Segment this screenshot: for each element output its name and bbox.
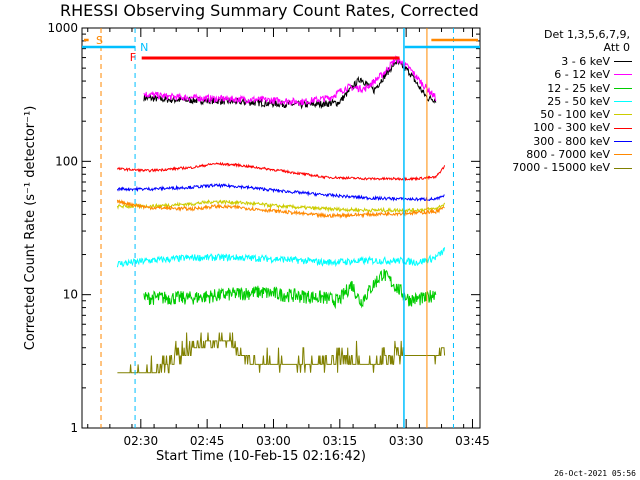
legend-header-line-1: Det 1,3,5,6,7,9, <box>543 28 630 41</box>
y-axis-label: Corrected Count Rate (s⁻¹ detector⁻¹) <box>23 106 38 351</box>
x-axis-label: Start Time (10-Feb-15 02:16:42) <box>156 449 366 464</box>
legend-label: 6 - 12 keV <box>554 68 610 82</box>
legend-header: Det 1,3,5,6,7,9, Att 0 <box>544 28 630 54</box>
legend-swatch <box>614 114 632 116</box>
series-line-5 <box>116 161 446 182</box>
legend-item: 300 - 800 keV <box>512 135 632 148</box>
legend-header-line-2: Att 0 <box>603 41 630 54</box>
x-tick-label: 03:30 <box>389 434 424 448</box>
series-line-4 <box>116 199 446 214</box>
legend-label: 25 - 50 keV <box>547 94 610 108</box>
legend-swatch <box>614 167 632 169</box>
series-line-0 <box>143 58 437 110</box>
legend-swatch <box>614 101 632 103</box>
night-marker-label: N <box>140 41 148 54</box>
y-tick-label: 100 <box>55 154 78 168</box>
legend-swatch <box>614 140 632 142</box>
x-tick-label: 03:45 <box>455 434 490 448</box>
legend-swatch <box>614 154 632 156</box>
y-tick-label: 1000 <box>47 21 78 35</box>
saa-marker-label: S <box>96 34 103 47</box>
legend-swatch <box>614 87 632 89</box>
legend-item: 800 - 7000 keV <box>512 148 632 161</box>
flare-marker-label: F <box>130 51 136 64</box>
series-line-7 <box>116 199 445 219</box>
timestamp-stamp: 26-Oct-2021 05:56 <box>554 469 636 478</box>
legend-label: 7000 - 15000 keV <box>512 161 610 175</box>
x-tick-label: 03:00 <box>256 434 291 448</box>
legend: 3 - 6 keV 6 - 12 keV 12 - 25 keV 25 - 50 ke… <box>512 55 632 175</box>
x-tick-label: 02:30 <box>124 434 159 448</box>
legend-label: 300 - 800 keV <box>533 134 610 148</box>
legend-item: 6 - 12 keV <box>512 68 632 81</box>
plot-frame <box>81 27 481 429</box>
y-tick-label: 1 <box>70 421 78 435</box>
legend-swatch <box>614 127 632 129</box>
legend-item: 12 - 25 keV <box>512 82 632 95</box>
plot-elements: 1 10 100 1000 02:30 02:45 03:00 03:15 03:30 03:45… <box>23 21 490 464</box>
legend-item: 7000 - 15000 keV <box>512 161 632 174</box>
series-line-8 <box>117 332 446 374</box>
legend-item: 25 - 50 keV <box>512 95 632 108</box>
series-line-6 <box>116 182 445 202</box>
legend-item: 100 - 300 keV <box>512 121 632 134</box>
legend-label: 800 - 7000 keV <box>526 148 610 162</box>
legend-swatch <box>614 74 632 76</box>
legend-label: 50 - 100 keV <box>540 108 610 122</box>
legend-item: 50 - 100 keV <box>512 108 632 121</box>
legend-label: 12 - 25 keV <box>547 81 610 95</box>
y-tick-label: 10 <box>63 288 78 302</box>
x-tick-label: 02:45 <box>190 434 225 448</box>
series-line-1 <box>143 55 437 107</box>
x-tick-label: 03:15 <box>323 434 358 448</box>
legend-swatch <box>614 61 632 63</box>
series-line-3 <box>116 247 446 268</box>
series-line-2 <box>143 269 437 310</box>
legend-label: 3 - 6 keV <box>561 55 610 68</box>
legend-item: 3 - 6 keV <box>512 55 632 68</box>
legend-label: 100 - 300 keV <box>533 121 610 135</box>
chart-title: RHESSI Observing Summary Count Rates, Co… <box>60 1 479 20</box>
